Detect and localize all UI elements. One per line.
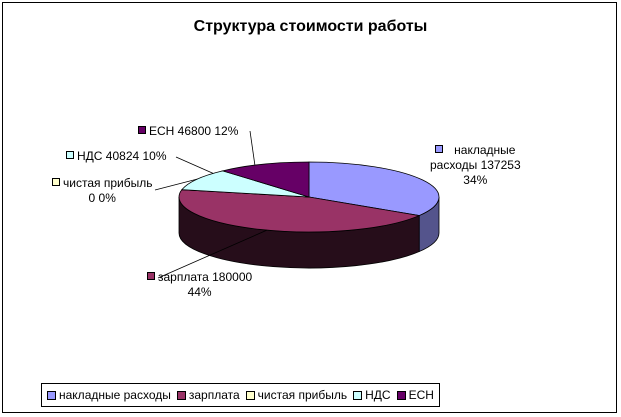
leader-line-net-profit — [154, 178, 198, 191]
esn-label-key — [138, 126, 146, 134]
data-label-vat: НДС 40824 10% — [66, 149, 167, 164]
legend-swatch — [245, 390, 255, 400]
pie-slice-esn — [221, 161, 310, 198]
data-label-net-profit: чистая прибыль 0 0% — [52, 176, 152, 206]
legend-item-salary: зарплата — [176, 388, 240, 402]
legend-item-net-profit: чистая прибыль — [245, 388, 347, 402]
salary-label-key — [147, 272, 155, 280]
chart-legend: накладные расходы зарплата чистая прибыл… — [41, 383, 440, 407]
leader-line-esn — [249, 130, 256, 166]
legend-swatch — [353, 390, 363, 400]
leader-line-vat — [175, 156, 214, 174]
legend-item-esn: ЕСН — [396, 388, 434, 402]
vat-label-key — [66, 151, 74, 159]
legend-swatch — [47, 390, 56, 400]
data-label-salary: зарплата 180000 44% — [147, 270, 252, 300]
pie-slice-salary — [178, 189, 421, 233]
overhead-label-key — [435, 145, 444, 153]
leader-line-salary — [157, 229, 268, 279]
data-label-overhead: накладные расходы 137253 34% — [430, 143, 521, 187]
legend-item-overhead: накладные расходы — [47, 388, 171, 402]
legend-item-vat: НДС — [353, 388, 391, 402]
net-profit-label-key — [52, 178, 60, 186]
data-label-esn: ЕСН 46800 12% — [138, 124, 238, 139]
chart-title: Структура стоимости работы — [193, 18, 428, 35]
legend-swatch — [176, 390, 186, 400]
legend-swatch — [396, 390, 406, 400]
